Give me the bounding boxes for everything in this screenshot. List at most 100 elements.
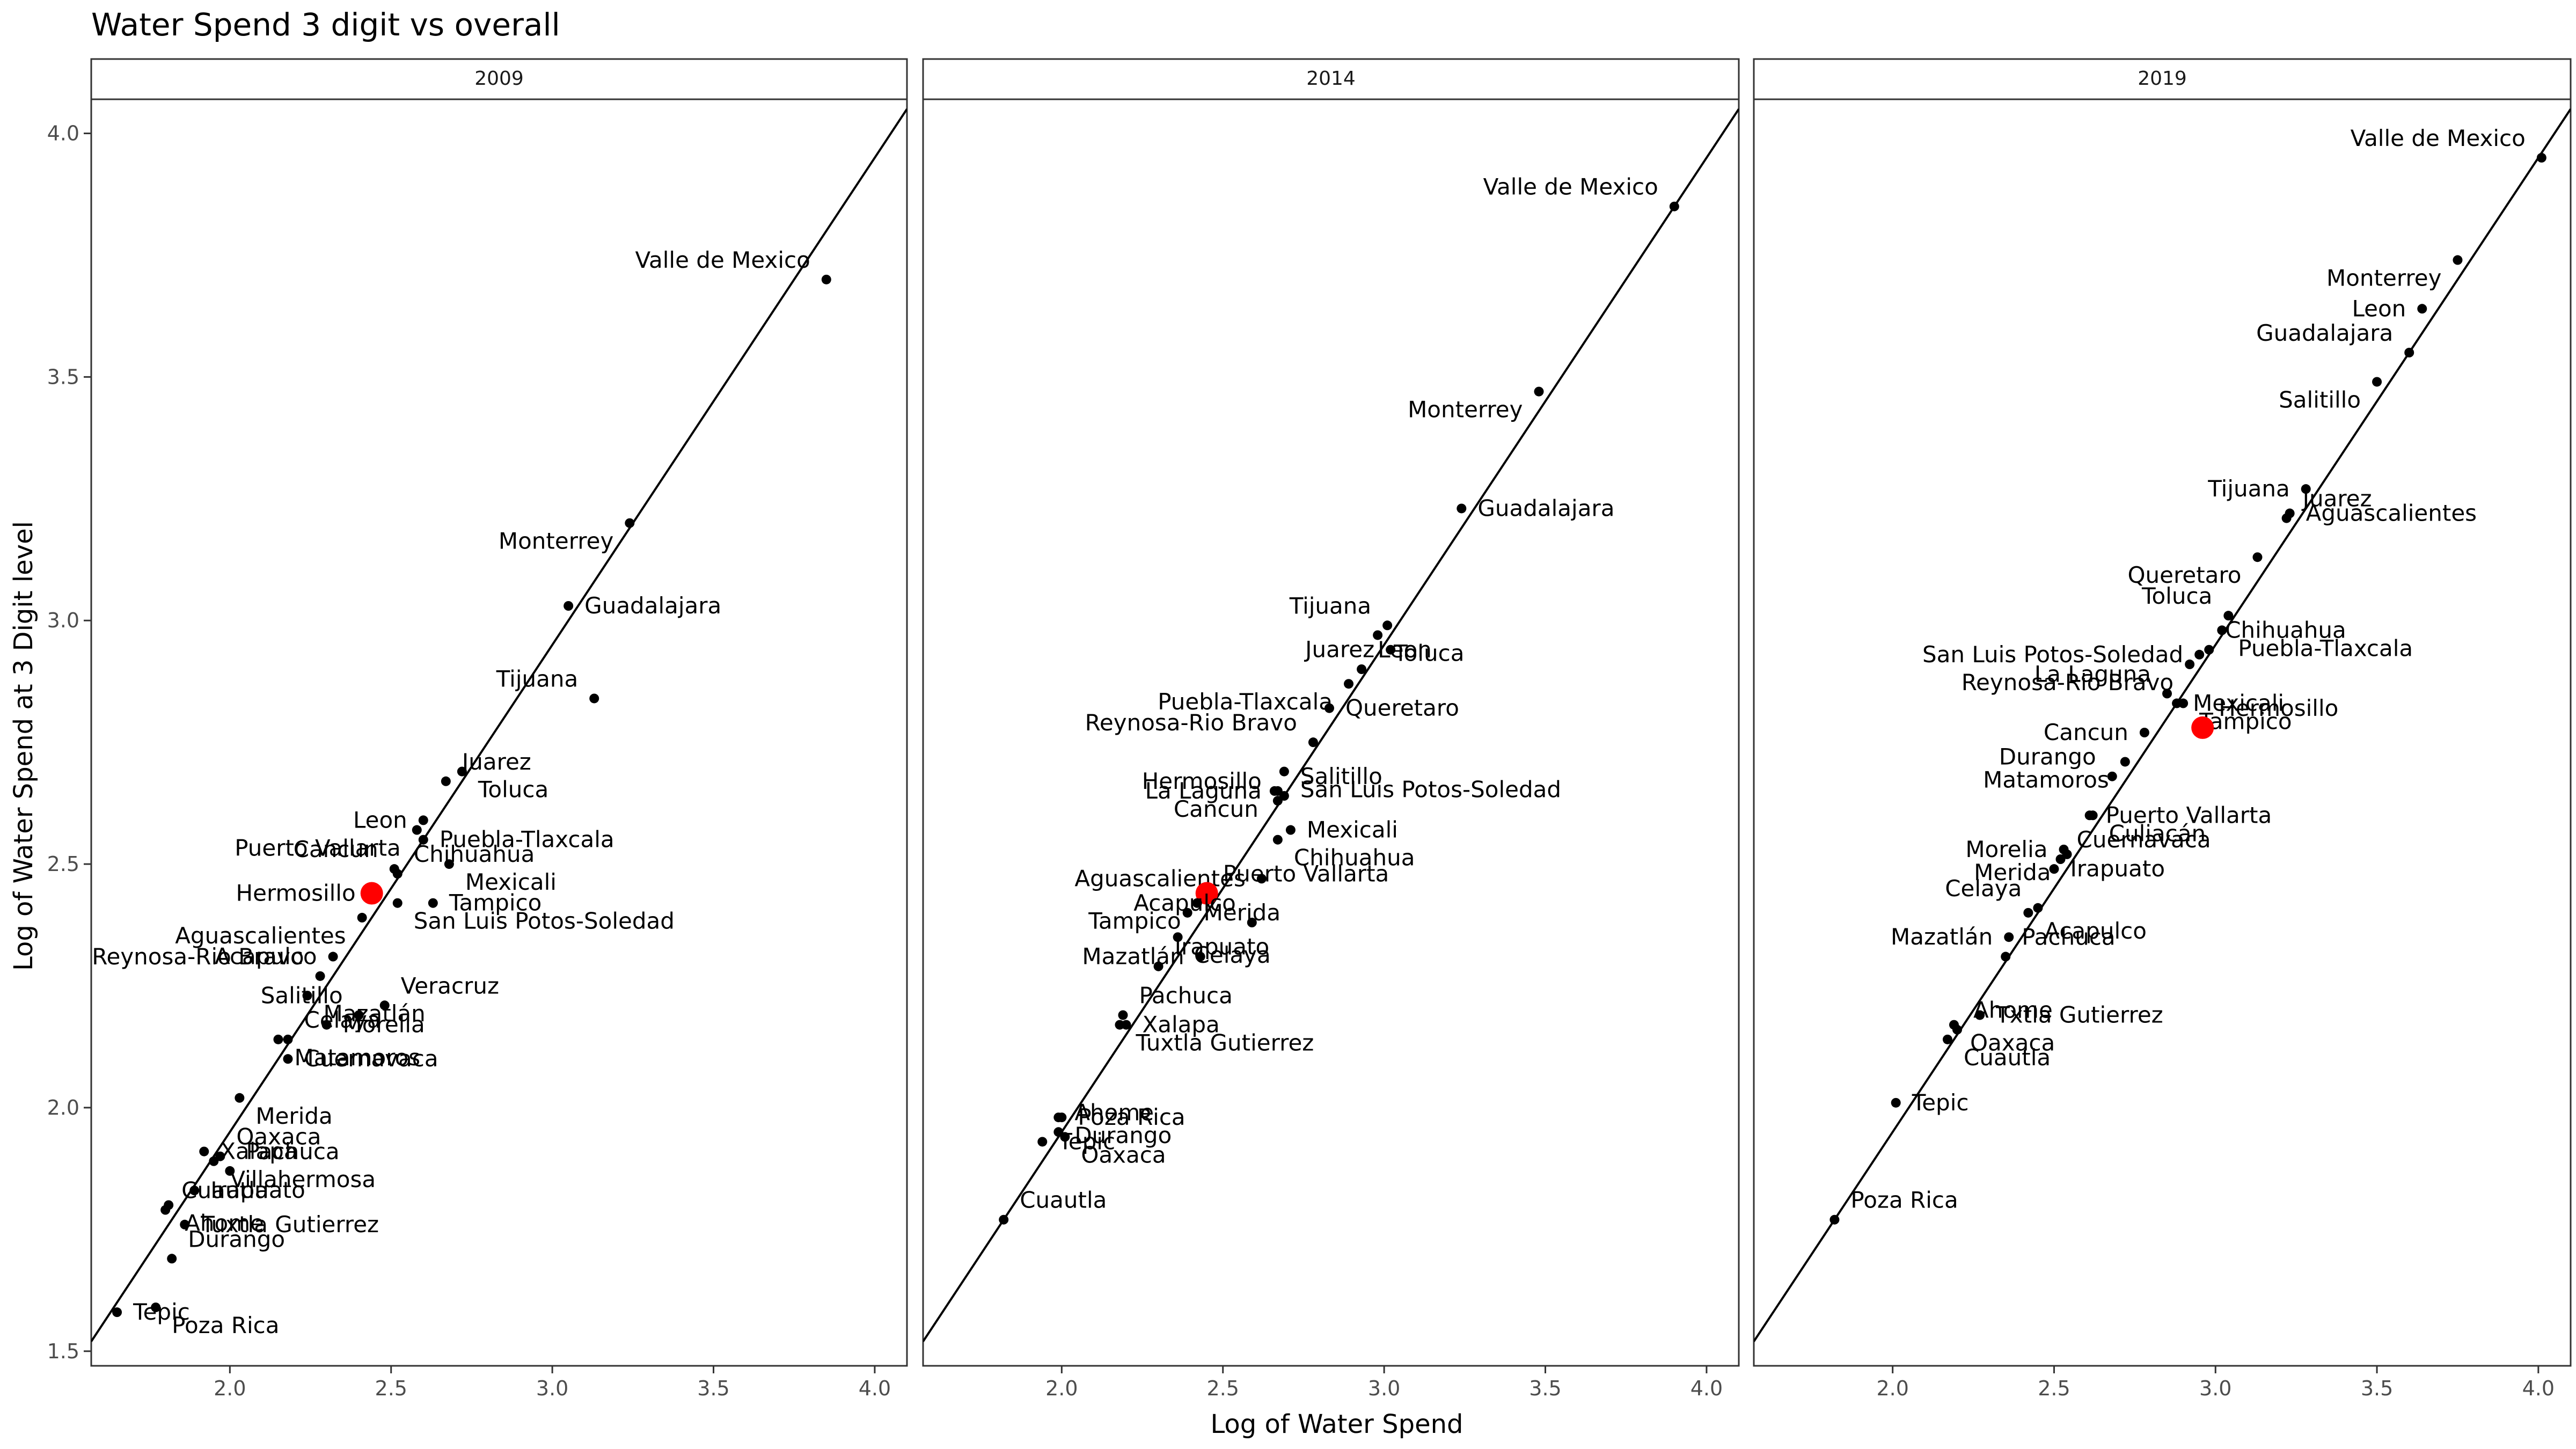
x-tick-label: 2.5	[2038, 1377, 2070, 1400]
point-label: Guadalajara	[584, 592, 721, 619]
data-point	[2301, 484, 2311, 494]
data-point	[2062, 849, 2072, 859]
point-label: Salitillo	[2279, 386, 2361, 413]
data-point	[2194, 649, 2205, 660]
data-point	[283, 1054, 293, 1064]
point-label: Queretaro	[1345, 695, 1459, 721]
data-point	[564, 601, 574, 611]
point-label: Mazatlán	[1082, 943, 1184, 970]
data-point	[180, 1219, 190, 1230]
point-label: Merida	[255, 1103, 332, 1129]
x-axis-title: Log of Water Spend	[1210, 1409, 1463, 1439]
data-point	[418, 835, 428, 845]
point-label: Pachuca	[2022, 924, 2115, 950]
y-tick-label: 1.5	[47, 1340, 79, 1363]
point-label: Pachuca	[246, 1138, 339, 1165]
data-point	[1952, 1024, 1962, 1035]
point-label: Poza Rica	[1078, 1104, 1185, 1130]
data-point	[2088, 810, 2098, 821]
data-point	[1121, 1020, 1131, 1030]
point-label: Culiacán	[2109, 820, 2206, 846]
x-tick-label: 2.0	[1876, 1377, 1908, 1400]
data-point	[357, 912, 367, 923]
x-tick-label: 4.0	[1690, 1377, 1723, 1400]
point-label: Xalapa	[220, 1138, 297, 1165]
data-point	[2120, 757, 2130, 767]
facet-panel-2014: 2014 2.0 2.5 3.0 3.5 4.0 Valle de Mexico Monter…	[922, 58, 1740, 1400]
point-label: Cancun	[2044, 719, 2128, 745]
data-point	[999, 1214, 1009, 1225]
point-label: La Laguna	[2035, 661, 2151, 687]
point-label: Durango	[1074, 1122, 1172, 1148]
point-label: Valle de Mexico	[1483, 174, 1658, 200]
data-point	[2404, 348, 2414, 357]
x-tick-label: 2.0	[1045, 1377, 1078, 1400]
point-label: Tepic	[1058, 1128, 1115, 1154]
y-tick-label: 3.0	[47, 609, 79, 632]
data-point	[1534, 386, 1544, 397]
facet-strip-label: 2014	[1306, 68, 1356, 90]
data-point	[1308, 737, 1318, 748]
point-label: Durango	[188, 1226, 285, 1252]
data-point	[1153, 961, 1163, 971]
data-point	[2285, 508, 2295, 518]
point-label: Reynosa-Rio Bravo	[1962, 669, 2174, 696]
data-point	[1357, 664, 1367, 674]
y-tick-label: 2.5	[47, 852, 79, 876]
point-label: Mexicali	[1307, 817, 1398, 843]
data-point	[625, 518, 635, 528]
data-point	[2107, 771, 2117, 781]
data-point	[444, 859, 454, 869]
x-tick-label: 3.5	[1529, 1377, 1561, 1400]
point-label: Aguascalientes	[175, 923, 346, 949]
y-tick-label: 3.5	[47, 365, 79, 389]
y-tick-label: 2.0	[47, 1096, 79, 1119]
facet-strip-label: 2009	[474, 68, 524, 90]
point-label: Tampico	[449, 890, 541, 916]
data-point	[1669, 201, 1679, 211]
data-point	[1057, 1113, 1067, 1123]
point-label: Tepic	[133, 1299, 190, 1325]
x-tick-label: 4.0	[859, 1377, 891, 1400]
point-label: Salitillo	[261, 982, 343, 1008]
data-point	[2004, 932, 2014, 942]
data-point	[1344, 679, 1354, 689]
point-label: San Luis Potos-Soledad	[1300, 777, 1561, 803]
x-tick-label: 2.5	[375, 1377, 407, 1400]
point-label: Toluca	[478, 777, 548, 803]
point-label: Hermosillo	[2219, 695, 2338, 721]
point-label: Puebla-Tlaxcala	[1158, 689, 1333, 715]
data-point	[1182, 908, 1192, 918]
point-label: Leon	[1378, 636, 1432, 663]
data-point	[1060, 1132, 1070, 1142]
point-label: Ahome	[185, 1210, 264, 1236]
point-label: Veracruz	[401, 972, 499, 999]
point-label: Tepic	[1912, 1089, 1969, 1116]
point-label: Salitillo	[1300, 763, 1382, 789]
point-label: Merida	[1204, 899, 1280, 926]
point-label: Valle de Mexico	[2351, 125, 2526, 151]
data-point	[225, 1166, 235, 1176]
point-label: Mexicali	[2193, 690, 2284, 716]
data-point	[2033, 903, 2043, 913]
chart-title: Water Spend 3 digit vs overall	[91, 6, 560, 43]
data-point	[379, 1000, 390, 1011]
point-label: Irapuato	[2070, 855, 2165, 882]
data-point	[2223, 611, 2234, 621]
facet-strip	[1753, 58, 2572, 100]
point-label: Villahermosa	[230, 1166, 376, 1192]
point-label: Merida	[1974, 859, 2051, 885]
highlight-point	[2191, 716, 2214, 739]
point-label: Poza Rica	[1850, 1187, 1958, 1213]
panel-border	[922, 98, 1740, 1367]
point-label: Txtla Gutierrez	[1995, 1001, 2163, 1028]
data-point	[199, 1146, 209, 1157]
facet-panel-2009: 2009 2.0 2.5 3.0 3.5 4.0 1.5 2.0 2.5 3.0 3.5 4.0 Val…	[47, 58, 908, 1400]
highlight-point	[360, 882, 383, 905]
point-label: Guadalajara	[2256, 320, 2393, 346]
data-point	[1373, 630, 1383, 640]
data-point	[1269, 786, 1279, 796]
point-label: Morelia	[1965, 836, 2047, 862]
data-point	[428, 898, 438, 908]
data-point	[1256, 874, 1267, 884]
